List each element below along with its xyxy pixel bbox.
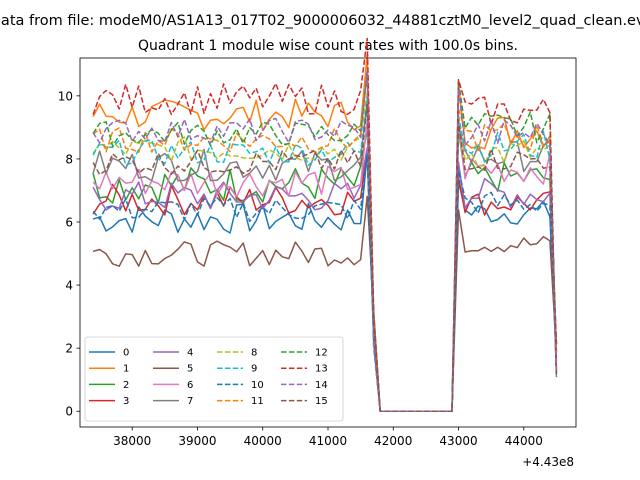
legend-label-14: 14 <box>315 380 328 391</box>
legend-label-2: 2 <box>123 380 129 391</box>
series-line-9 <box>92 97 558 412</box>
plot-area <box>79 37 577 428</box>
series-line-13 <box>92 37 558 412</box>
legend-label-7: 7 <box>187 396 193 407</box>
legend-label-13: 13 <box>315 364 328 375</box>
x-tick-label: 41000 <box>309 434 347 448</box>
series-line-15 <box>92 103 558 412</box>
legend-label-3: 3 <box>123 396 129 407</box>
series-line-2 <box>92 128 558 412</box>
legend-label-0: 0 <box>123 348 129 359</box>
legend-label-10: 10 <box>251 380 264 391</box>
legend-box <box>84 336 344 422</box>
series-line-5 <box>92 195 558 412</box>
series-line-0 <box>92 153 558 412</box>
legend-label-11: 11 <box>251 396 264 407</box>
legend-label-4: 4 <box>187 348 193 359</box>
legend-label-15: 15 <box>315 396 328 407</box>
y-tick-label: 6 <box>65 216 73 230</box>
legend-label-6: 6 <box>187 380 193 391</box>
x-offset-label: +4.43e8 <box>522 455 574 469</box>
series-line-4 <box>92 147 558 412</box>
axis-ticks: 38000 39000 40000 41000 42000 43000 44000 0 2 4 6 8… <box>58 89 543 448</box>
y-tick-label: 0 <box>65 405 73 419</box>
legend-label-5: 5 <box>187 364 193 375</box>
x-tick-label: 40000 <box>244 434 282 448</box>
x-tick-label: 39000 <box>178 434 216 448</box>
chart-title: Quadrant 1 module wise count rates with … <box>138 38 518 54</box>
legend-label-1: 1 <box>123 364 129 375</box>
x-tick-label: 38000 <box>113 434 151 448</box>
series-line-8 <box>92 91 558 412</box>
legend-label-8: 8 <box>251 348 257 359</box>
y-tick-label: 4 <box>65 279 73 293</box>
y-tick-label: 2 <box>65 342 73 356</box>
legend-label-9: 9 <box>251 364 257 375</box>
x-tick-label: 42000 <box>374 434 412 448</box>
series-line-12 <box>92 71 558 412</box>
series-line-6 <box>92 119 558 412</box>
figure-suptitle: Data from file: modeM0/AS1A13_017T02_900… <box>0 13 640 29</box>
y-tick-label: 10 <box>58 89 73 103</box>
legend-label-12: 12 <box>315 348 328 359</box>
series-line-14 <box>92 69 558 412</box>
series-line-10 <box>92 153 558 412</box>
series-line-3 <box>92 149 558 412</box>
x-tick-label: 43000 <box>439 434 477 448</box>
x-tick-label: 44000 <box>505 434 543 448</box>
y-tick-label: 8 <box>65 152 73 166</box>
